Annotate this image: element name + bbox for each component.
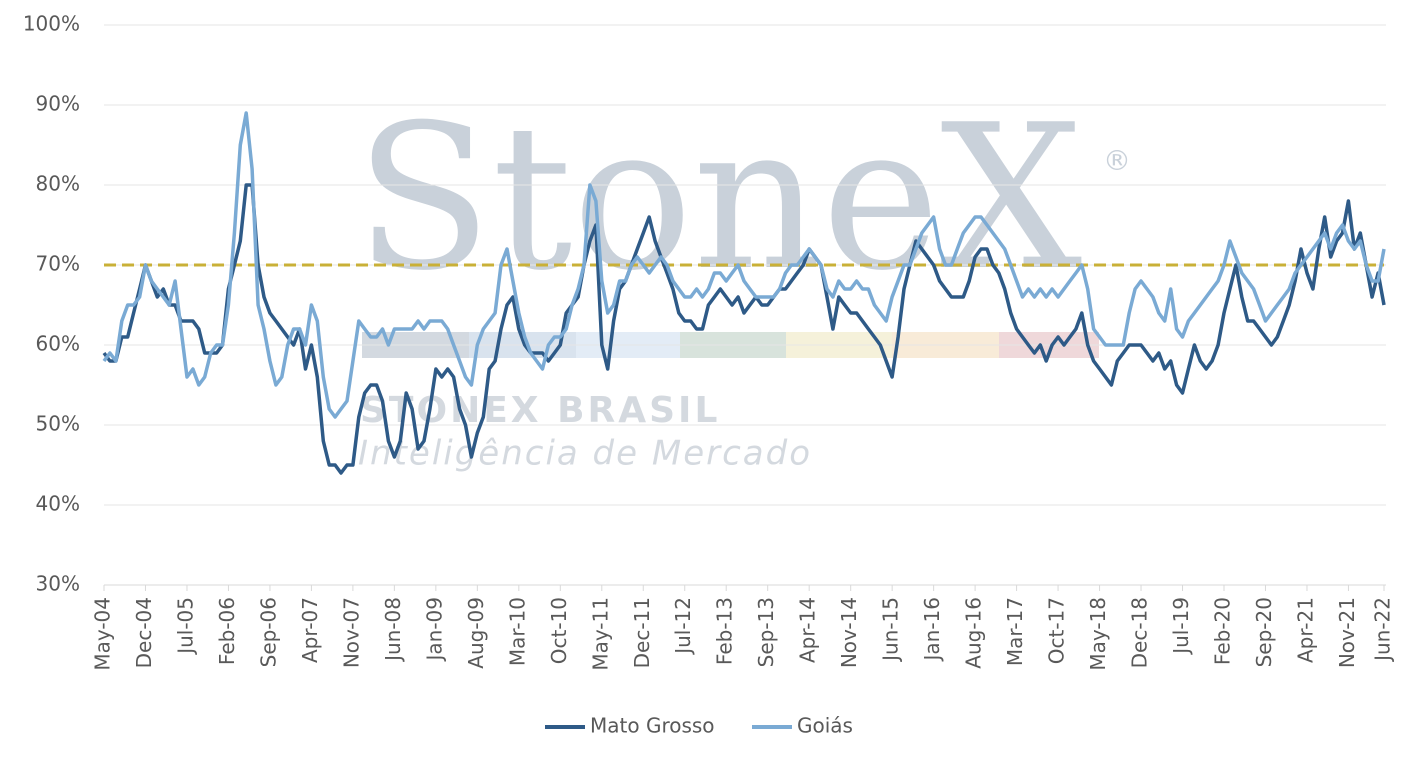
series-line	[102, 183, 1386, 475]
x-tick-label: Feb-20	[1211, 597, 1235, 665]
series-line	[102, 111, 1386, 419]
watermark-line2: Inteligência de Mercado	[358, 434, 812, 474]
y-tick-label: 100%	[23, 12, 80, 36]
x-tick-label: Mar-10	[505, 597, 529, 666]
x-tick-label: Mar-17	[1003, 597, 1027, 666]
watermark-logo: StoneX	[355, 82, 1082, 315]
x-tick-label: Sep-20	[1252, 597, 1276, 667]
x-tick-label: Nov-07	[339, 597, 363, 668]
y-tick-label: 40%	[36, 492, 80, 516]
x-tick-label: Jan-16	[920, 597, 944, 663]
x-tick-label: May-04	[91, 597, 115, 671]
x-tick-label: Feb-13	[713, 597, 737, 665]
x-tick-label: Apr-07	[298, 597, 322, 663]
x-tick-label: Jun-22	[1371, 597, 1395, 663]
x-tick-label: Jun-15	[879, 597, 903, 663]
x-tick-label: Aug-16	[962, 597, 986, 669]
x-tick-label: Jul-19	[1169, 597, 1193, 656]
x-tick-label: Apr-14	[796, 597, 820, 663]
y-tick-label: 80%	[36, 172, 80, 196]
x-tick-label: Apr-21	[1293, 597, 1317, 663]
x-tick-label: Sep-06	[256, 597, 280, 667]
x-tick-label: Dec-18	[1128, 597, 1152, 668]
watermark-line1: STONEX BRASIL	[360, 390, 720, 431]
y-tick-label: 30%	[36, 572, 80, 596]
watermark-mark: ®	[1103, 144, 1131, 177]
y-tick-label: 60%	[36, 332, 80, 356]
x-tick-label: May-11	[588, 597, 612, 671]
legend-label: Goiás	[797, 714, 853, 738]
x-tick-label: Sep-13	[754, 597, 778, 667]
x-tick-label: May-18	[1086, 597, 1110, 671]
x-tick-label: Jul-05	[173, 597, 197, 656]
x-tick-label: Nov-21	[1335, 597, 1359, 668]
y-tick-label: 50%	[36, 412, 80, 436]
x-tick-label: Feb-06	[215, 597, 239, 665]
x-tick-label: Nov-14	[837, 597, 861, 668]
x-tick-label: Jul-12	[671, 597, 695, 656]
x-tick-label: Jan-09	[422, 597, 446, 663]
x-tick-label: Dec-11	[630, 597, 654, 668]
x-tick-label: Jun-08	[381, 597, 405, 663]
x-tick-label: Aug-09	[464, 597, 488, 669]
x-tick-label: Oct-10	[547, 597, 571, 664]
x-tick-label: Dec-04	[132, 597, 156, 668]
x-tick-label: Oct-17	[1045, 597, 1069, 664]
legend-label: Mato Grosso	[590, 714, 715, 738]
y-tick-label: 90%	[36, 92, 80, 116]
y-tick-label: 70%	[36, 252, 80, 276]
